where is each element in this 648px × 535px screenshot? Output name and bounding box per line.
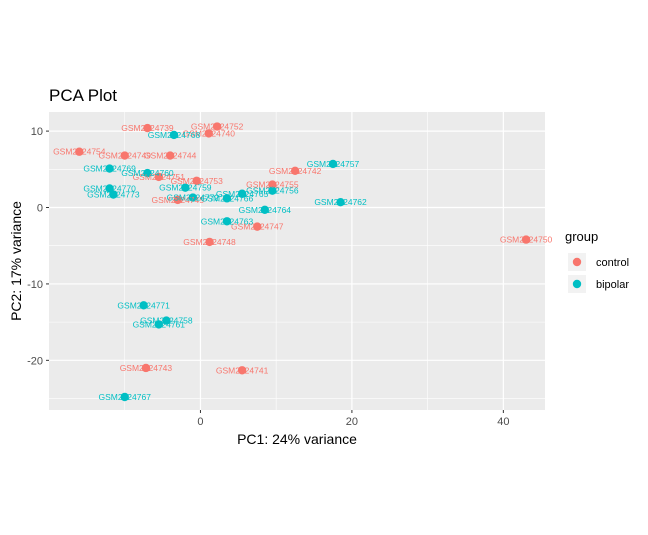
point-label: GSM2024766 <box>201 193 254 203</box>
point-label: GSM2024772 <box>167 193 220 203</box>
point-label: GSM2024759 <box>159 183 212 193</box>
y-tick-label: -10 <box>27 279 43 291</box>
x-tick-label: 0 <box>197 416 203 428</box>
point-label: GSM2024761 <box>133 319 186 329</box>
legend-title: group <box>565 229 598 244</box>
point-label: GSM2024773 <box>87 190 140 200</box>
data-point-control <box>192 176 201 185</box>
point-label: GSM2024768 <box>148 130 201 140</box>
point-label: GSM2024756 <box>246 186 299 196</box>
data-point-control <box>141 363 151 373</box>
point-label: GSM2024750 <box>500 235 553 245</box>
y-tick-label: -20 <box>27 355 43 367</box>
data-point-bipolar <box>237 189 247 198</box>
y-tick-label: 10 <box>31 126 43 138</box>
data-point-bipolar <box>120 392 129 402</box>
point-label: GSM2024757 <box>307 159 360 169</box>
point-label: GSM2024754 <box>53 147 106 157</box>
data-point-control <box>237 366 247 375</box>
x-axis-ticks: 0 20 40 <box>197 410 509 428</box>
data-point-bipolar <box>105 184 114 193</box>
data-point-bipolar <box>181 183 190 192</box>
point-label: GSM2024739 <box>121 123 174 133</box>
point-label: GSM2024763 <box>201 216 254 226</box>
point-label: GSM2024767 <box>98 392 151 402</box>
data-point-control <box>154 172 164 182</box>
data-point-control <box>290 166 300 176</box>
point-label: GSM2024742 <box>269 166 322 176</box>
legend-entries: control bipolar <box>568 253 629 293</box>
data-point-bipolar <box>169 130 179 140</box>
data-point-control <box>204 129 213 138</box>
point-label: GSM2024755 <box>246 180 299 190</box>
point-label: GSM2024765 <box>216 189 269 199</box>
point-label: GSM2024745 <box>152 195 205 205</box>
y-tick-label: 0 <box>37 203 43 215</box>
data-point-bipolar <box>328 159 338 169</box>
point-label: GSM2024748 <box>183 237 236 247</box>
data-point-bipolar <box>222 194 232 203</box>
legend-swatch-control <box>572 257 582 267</box>
data-point-bipolar <box>336 197 345 207</box>
data-point-bipolar <box>154 320 164 329</box>
data-point-bipolar <box>109 190 118 199</box>
legend-swatch-bipolar <box>572 279 582 289</box>
legend: group control bipolar <box>565 229 629 293</box>
point-label: GSM2024744 <box>144 151 197 161</box>
y-axis-label: PC2: 17% variance <box>8 201 24 321</box>
data-point-control <box>173 195 182 205</box>
point-label: GSM2024770 <box>83 183 136 193</box>
point-label: GSM2024747 <box>231 222 284 232</box>
data-points <box>75 122 531 402</box>
point-label: GSM2024740 <box>183 128 236 138</box>
data-point-bipolar <box>139 301 148 310</box>
data-point-bipolar <box>188 193 198 202</box>
grid-major <box>49 112 545 410</box>
point-label: GSM2024762 <box>314 197 367 207</box>
data-point-control <box>521 235 531 244</box>
legend-label-control: control <box>596 257 629 269</box>
point-label: GSM2024758 <box>140 316 193 326</box>
data-point-bipolar <box>105 164 114 173</box>
point-label: GSM2024771 <box>117 300 170 310</box>
data-point-control <box>165 151 175 160</box>
data-point-control <box>75 147 84 156</box>
x-tick-label: 40 <box>497 416 509 428</box>
chart-title: PCA Plot <box>49 86 117 105</box>
x-tick-label: 20 <box>346 416 358 428</box>
point-label: GSM2024752 <box>191 122 244 132</box>
data-point-control <box>205 237 214 247</box>
point-label: GSM2024753 <box>170 176 223 186</box>
point-label: GSM2024749 <box>98 151 151 161</box>
legend-label-bipolar: bipolar <box>596 279 629 291</box>
point-label: GSM2024743 <box>120 363 173 373</box>
data-point-control <box>143 123 152 133</box>
data-point-bipolar <box>222 217 232 226</box>
data-point-bipolar <box>268 186 277 195</box>
point-label: GSM2024764 <box>239 205 292 215</box>
point-label: GSM2024741 <box>216 365 269 375</box>
data-point-bipolar <box>143 168 152 178</box>
point-label: GSM2024769 <box>83 164 136 174</box>
x-axis-label: PC1: 24% variance <box>237 431 357 447</box>
point-label: GSM2024751 <box>133 172 186 182</box>
data-point-control <box>120 151 129 160</box>
data-point-control <box>212 122 222 131</box>
point-label: GSM2024760 <box>121 168 174 178</box>
y-axis-ticks: 10 0 -10 -20 <box>27 126 49 367</box>
data-point-control <box>268 180 277 189</box>
data-point-bipolar <box>260 205 270 215</box>
data-point-bipolar <box>162 316 171 325</box>
data-point-control <box>253 222 262 231</box>
